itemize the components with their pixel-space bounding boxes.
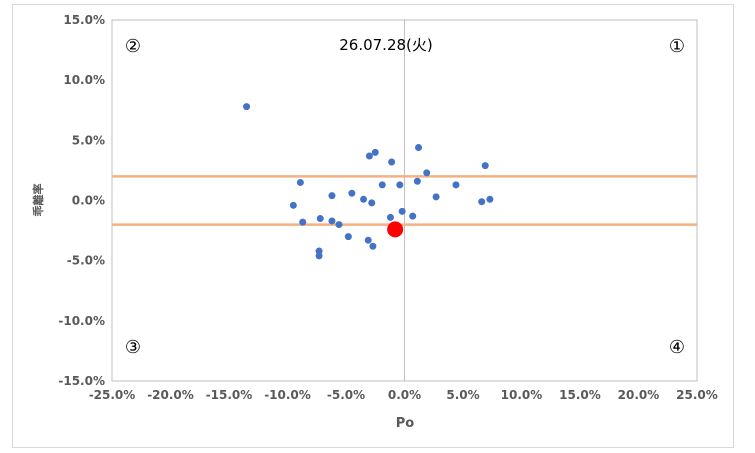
x-tick-label: -25.0% <box>89 388 136 402</box>
data-point <box>398 207 406 215</box>
data-point <box>289 201 297 209</box>
quadrant-label-1: ① <box>669 36 685 57</box>
data-point <box>478 198 486 206</box>
chart-title: 26.07.28(火) <box>339 36 433 54</box>
data-point <box>299 218 307 226</box>
data-point <box>432 193 440 201</box>
y-tick-label: -5.0% <box>67 254 105 268</box>
quadrant-label-3: ③ <box>125 337 141 358</box>
x-tick-label: -10.0% <box>264 388 311 402</box>
data-point <box>423 169 431 177</box>
data-point <box>371 148 379 156</box>
y-tick-label: 15.0% <box>63 13 105 27</box>
y-tick-label: -10.0% <box>58 314 105 328</box>
x-tick-label: -15.0% <box>206 388 253 402</box>
data-point <box>365 152 373 160</box>
data-point <box>296 178 304 186</box>
y-tick-label: -15.0% <box>58 374 105 388</box>
x-tick-label: 15.0% <box>559 388 601 402</box>
y-axis-ticks: -15.0% -10.0% -5.0% 0.0% 5.0% 10.0% 15.0% <box>58 13 105 388</box>
data-point <box>243 103 251 111</box>
data-point <box>415 144 423 152</box>
quadrant-label-4: ④ <box>669 337 685 358</box>
y-axis-label: 乖離率 <box>31 184 45 217</box>
x-axis-label: Po <box>396 416 415 431</box>
chart-frame <box>12 4 734 448</box>
data-point <box>413 177 421 185</box>
data-point <box>378 181 386 189</box>
data-point <box>328 217 336 225</box>
data-point <box>481 162 489 170</box>
data-point <box>386 213 394 221</box>
data-point <box>369 242 377 250</box>
data-point <box>315 247 323 255</box>
data-point <box>360 195 368 203</box>
data-points <box>243 103 494 260</box>
data-point <box>315 252 323 260</box>
x-tick-label: 10.0% <box>501 388 543 402</box>
x-tick-label: 20.0% <box>618 388 660 402</box>
highlight-point <box>387 221 404 238</box>
x-tick-label: -5.0% <box>327 388 365 402</box>
x-tick-label: 5.0% <box>446 388 479 402</box>
data-point <box>452 181 460 189</box>
data-point <box>368 199 376 207</box>
data-point <box>335 221 343 229</box>
data-point <box>409 212 417 220</box>
y-tick-label: 5.0% <box>72 133 105 147</box>
data-point <box>364 236 372 244</box>
data-point <box>344 233 352 241</box>
data-point <box>388 158 396 166</box>
x-tick-label: -20.0% <box>147 388 194 402</box>
data-point <box>348 189 356 197</box>
x-tick-label: 25.0% <box>676 388 718 402</box>
x-tick-label: 0.0% <box>388 388 421 402</box>
y-tick-label: 10.0% <box>63 73 105 87</box>
data-point <box>486 195 494 203</box>
data-point <box>328 192 336 200</box>
y-tick-label: 0.0% <box>72 194 105 208</box>
quadrant-label-2: ② <box>125 36 141 57</box>
data-point <box>396 181 404 189</box>
reference-lines <box>112 175 697 226</box>
x-axis-ticks: -25.0% -20.0% -15.0% -10.0% -5.0% 0.0% 5.0% 10.… <box>89 388 718 402</box>
data-point <box>316 215 324 223</box>
